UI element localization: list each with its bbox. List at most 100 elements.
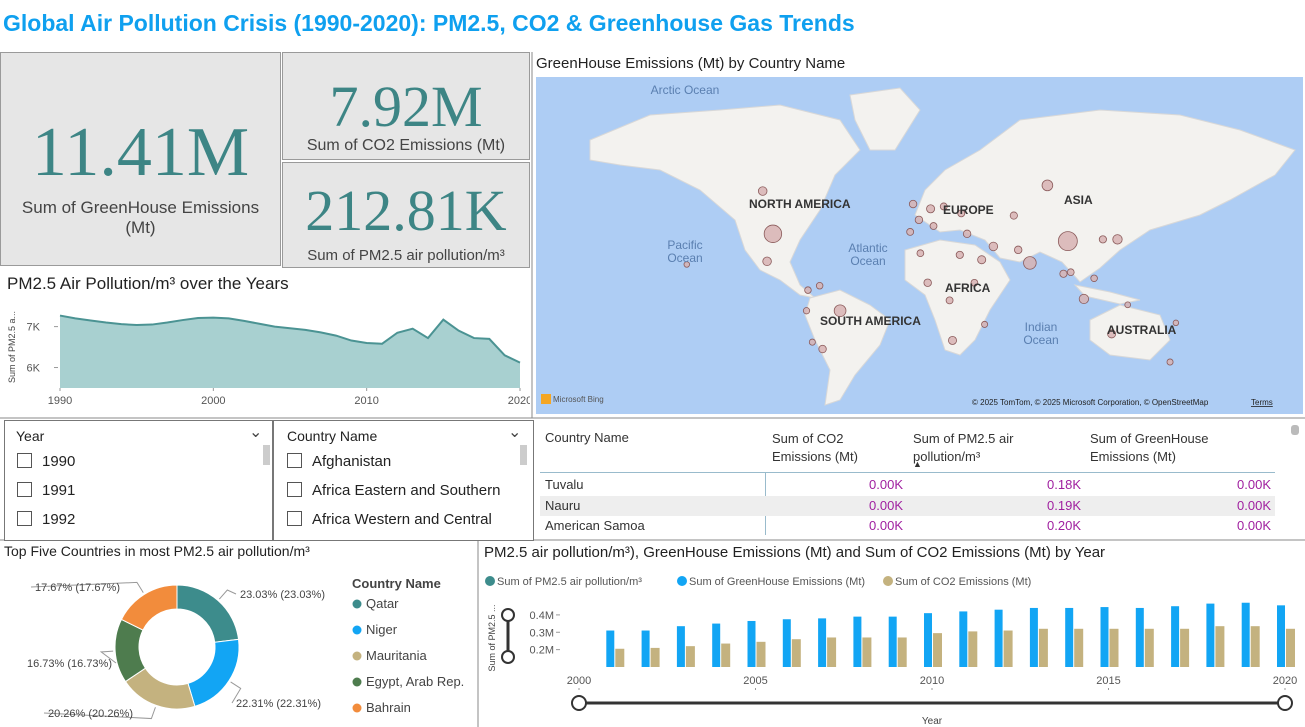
continent-label: NORTH AMERICA xyxy=(749,197,851,211)
scrollbar[interactable] xyxy=(263,445,270,465)
checkbox[interactable] xyxy=(17,482,32,497)
combo-title: PM2.5 air pollution/m³), GreenHouse Emis… xyxy=(484,544,1105,561)
x-tick-label: 2015 xyxy=(1096,675,1120,687)
map-terms[interactable]: Terms xyxy=(1251,398,1273,407)
bubble xyxy=(818,344,827,354)
column-header[interactable]: Sum of PM2.5 air pollution/m³ xyxy=(913,431,1014,464)
legend-label: Sum of GreenHouse Emissions (Mt) xyxy=(689,576,865,588)
bubble xyxy=(945,296,954,305)
bubble xyxy=(1066,268,1075,277)
slicer-item[interactable]: Afghanistan xyxy=(287,453,391,470)
data-label: 20.26% (20.26%) xyxy=(48,708,133,720)
checkbox[interactable] xyxy=(17,511,32,526)
item-label: Afghanistan xyxy=(312,453,392,470)
dropdown-chevron[interactable]: ⌄ xyxy=(508,424,522,441)
area xyxy=(60,315,520,388)
bubble xyxy=(988,241,999,252)
bubble xyxy=(977,255,987,265)
bubble xyxy=(804,286,812,294)
continent-label: AFRICA xyxy=(945,281,991,295)
continent-label: ASIA xyxy=(1064,193,1093,207)
bar xyxy=(1171,606,1180,667)
map-title: GreenHouse Emissions (Mt) by Country Nam… xyxy=(536,55,845,72)
item-label: Africa Western and Central xyxy=(312,511,492,528)
legend-marker xyxy=(352,651,362,661)
donut-slice xyxy=(176,584,240,643)
bar xyxy=(897,637,907,667)
bar xyxy=(615,648,625,667)
table-cell: Tuvalu xyxy=(545,477,584,492)
legend-marker xyxy=(485,576,495,586)
ocean-label: Indian Ocean xyxy=(1023,320,1059,347)
slicer-item[interactable]: 1992 xyxy=(17,511,75,528)
bubble xyxy=(1107,329,1117,339)
bubble xyxy=(1112,234,1123,245)
x-tick-label: 2000 xyxy=(201,395,225,407)
column-header[interactable]: Sum of GreenHouse Emissions (Mt) xyxy=(1090,431,1209,464)
checkbox[interactable] xyxy=(287,511,302,526)
bubbles xyxy=(683,179,1180,366)
continent-label: SOUTH AMERICA xyxy=(820,314,921,328)
bubble xyxy=(757,186,768,196)
bubble xyxy=(833,304,847,318)
continent-label: AUSTRALIA xyxy=(1107,323,1177,337)
slicer-item[interactable]: Africa Western and Central xyxy=(287,511,492,528)
legend-marker xyxy=(352,677,362,687)
bubble xyxy=(1124,301,1132,309)
legend-marker xyxy=(352,703,362,713)
data-label: 16.73% (16.73%) xyxy=(27,658,112,670)
column-header[interactable]: Country Name xyxy=(545,430,629,445)
slider-handle[interactable] xyxy=(501,608,515,622)
legend-label: Niger xyxy=(366,622,398,637)
bubble xyxy=(1078,293,1090,305)
scrollbar[interactable] xyxy=(520,445,527,465)
legend-marker xyxy=(352,625,362,635)
bar xyxy=(818,618,827,667)
bubble xyxy=(763,224,783,243)
slider-handle[interactable] xyxy=(571,695,587,711)
bubble xyxy=(1009,211,1018,220)
land xyxy=(589,87,1296,406)
bar xyxy=(1286,628,1295,667)
bar xyxy=(968,631,978,667)
table-cell: 0.00K xyxy=(869,497,903,513)
checkbox[interactable] xyxy=(287,453,302,468)
data-label: 22.31% (22.31%) xyxy=(236,698,321,710)
x-tick-label: 1990 xyxy=(48,395,72,407)
slider-handle[interactable] xyxy=(1277,695,1293,711)
bubble xyxy=(970,278,979,287)
donut-slice xyxy=(120,584,178,631)
bubble xyxy=(955,250,964,259)
kpi-label: Sum of CO2 Emissions (Mt) xyxy=(306,137,506,154)
line xyxy=(59,314,521,364)
bar xyxy=(756,641,766,667)
slicer-item[interactable]: 1990 xyxy=(17,453,75,470)
bubble xyxy=(1014,245,1023,255)
bar xyxy=(606,630,615,667)
leader-line xyxy=(43,707,156,720)
bar xyxy=(888,616,897,667)
donut-slice xyxy=(187,638,240,707)
slicer-item[interactable]: Africa Eastern and Southern xyxy=(287,482,500,499)
bubble xyxy=(1098,235,1107,244)
bing-logo xyxy=(541,394,551,404)
legend-marker xyxy=(883,576,893,586)
slicer-title: Year xyxy=(16,428,45,444)
checkbox[interactable] xyxy=(17,453,32,468)
leader-line xyxy=(30,581,144,593)
dropdown-chevron[interactable]: ⌄ xyxy=(249,424,263,441)
table-cell: 0.00K xyxy=(1237,497,1271,513)
column-header[interactable]: Sum of CO2 Emissions (Mt) xyxy=(772,431,858,464)
bubble xyxy=(1166,358,1174,366)
checkbox[interactable] xyxy=(287,482,302,497)
bubble xyxy=(914,215,924,225)
bubble xyxy=(815,282,824,290)
country-slicer: Country Name ⌄ Afghanistan Africa Easter… xyxy=(273,420,534,541)
ocean-label: Arctic Ocean xyxy=(650,83,720,97)
scrollbar[interactable] xyxy=(1291,425,1299,435)
bubble xyxy=(948,335,957,345)
slider-handle[interactable] xyxy=(501,650,515,664)
y-tick-label: 6K xyxy=(27,363,41,375)
slicer-item[interactable]: 1991 xyxy=(17,482,75,499)
